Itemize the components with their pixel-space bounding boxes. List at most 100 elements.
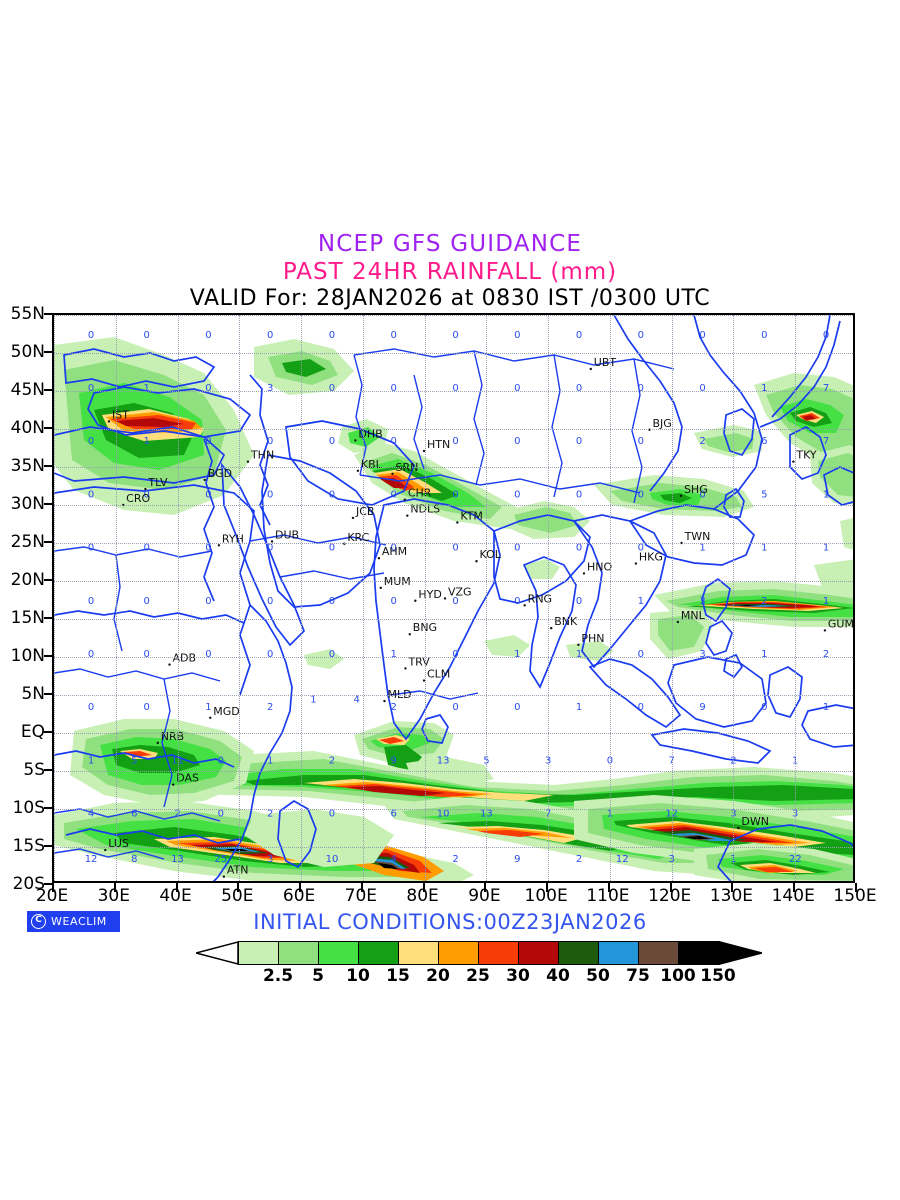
colorbar-tick-label: 75 <box>626 966 650 986</box>
gridline-vertical <box>548 315 550 881</box>
y-axis-tick <box>44 465 53 467</box>
colorbar-bin <box>359 942 399 964</box>
y-axis-tick <box>44 883 53 885</box>
colorbar-tick-label: 15 <box>386 966 410 986</box>
y-axis-tick <box>44 617 53 619</box>
gridpoint-value: 2 <box>452 854 458 865</box>
city-label: DHB <box>358 427 382 440</box>
y-axis-label: 25N <box>10 532 45 552</box>
city-marker-dot <box>737 826 740 830</box>
city-label: MLD <box>387 688 411 701</box>
city-label: THN <box>250 449 274 462</box>
gridpoint-value: 0 <box>391 436 397 447</box>
y-axis-tick <box>44 427 53 429</box>
gridpoint-value: 0 <box>514 436 520 447</box>
gridpoint-value: 0 <box>576 543 582 554</box>
city-label: KRC <box>347 531 369 544</box>
gridpoint-value: 0 <box>218 755 224 766</box>
colorbar-tick-label: 2.5 <box>262 966 294 986</box>
gridpoint-value: 0 <box>699 489 705 500</box>
city-label: GUM <box>828 617 854 630</box>
colorbar-tick-label: 40 <box>546 966 570 986</box>
city-label: LUS <box>108 837 129 850</box>
city-marker-dot <box>172 783 175 786</box>
gridpoint-value: 2 <box>823 649 829 660</box>
gridpoint-value: 0 <box>329 649 335 660</box>
gridpoint-value: 0 <box>329 543 335 554</box>
city-marker-dot <box>422 679 426 682</box>
gridpoint-value: 0 <box>88 489 94 500</box>
gridpoint-value: 0 <box>143 489 149 500</box>
gridline-vertical <box>177 315 179 881</box>
gridpoint-value: 0 <box>391 489 397 500</box>
city-label: CLM <box>427 668 450 681</box>
city-marker-dot <box>406 514 409 517</box>
gridline-vertical <box>671 315 673 881</box>
gridline-horizontal <box>54 467 853 468</box>
city-label: BNK <box>554 615 578 628</box>
city-label: NRB <box>161 730 184 743</box>
x-axis-tick <box>113 883 116 892</box>
gridpoint-value: 0 <box>452 489 458 500</box>
city-label: RYH <box>222 532 244 545</box>
city-marker-dot <box>443 597 447 600</box>
city-marker-dot <box>634 562 638 565</box>
gridpoint-value: 1 <box>761 543 767 554</box>
y-axis-label: 5S <box>23 760 45 780</box>
page-title-model: NCEP GFS GUIDANCE <box>317 231 583 257</box>
city-label: TLV <box>147 476 168 489</box>
city-label: TRV <box>407 655 430 668</box>
gridpoint-value: 0 <box>638 436 644 447</box>
city-label: VZG <box>448 585 472 598</box>
gridpoint-value: 0 <box>143 596 149 607</box>
city-marker-dot <box>144 487 147 491</box>
gridpoint-value: 0 <box>576 436 582 447</box>
gridpoint-value: 0 <box>699 330 705 341</box>
gridpoint-value: 2 <box>576 854 582 865</box>
city-label: SHG <box>684 483 708 496</box>
gridpoint-value: 0 <box>761 702 767 713</box>
x-axis-tick <box>546 883 549 892</box>
gridline-horizontal <box>54 619 853 620</box>
x-axis-label: 60E <box>282 886 316 906</box>
colorbar-bin <box>319 942 359 964</box>
gridpoint-value: 0 <box>391 330 397 341</box>
y-axis-label: 5N <box>21 684 45 704</box>
y-axis-label: 20N <box>10 570 45 590</box>
gridpoint-value: 7 <box>823 436 829 447</box>
gridpoint-value: 0 <box>88 330 94 341</box>
gridpoint-value: 0 <box>638 543 644 554</box>
gridpoint-value: 1 <box>761 383 767 394</box>
gridpoint-value: 0 <box>391 383 397 394</box>
gridline-horizontal <box>54 543 853 544</box>
city-marker-dot <box>404 667 407 670</box>
gridline-vertical <box>424 315 426 881</box>
gridline-horizontal <box>54 847 853 848</box>
city-marker-dot <box>209 716 212 719</box>
gridpoint-value: 12 <box>616 854 629 865</box>
colorbar-bin <box>439 942 479 964</box>
gridpoint-value: 8 <box>131 854 137 865</box>
initial-conditions-text: INITIAL CONDITIONS:00Z23JAN2026 <box>253 910 647 934</box>
city-label: CRO <box>126 492 150 505</box>
gridpoint-value: 0 <box>205 436 211 447</box>
gridpoint-value: 2 <box>329 755 335 766</box>
y-axis-label: 10N <box>10 646 45 666</box>
x-axis-label: 90E <box>468 886 501 906</box>
gridpoint-value: 0 <box>143 649 149 660</box>
gridpoint-value: 0 <box>205 489 211 500</box>
gridpoint-value: 10 <box>437 809 450 820</box>
gridline-horizontal <box>54 581 853 582</box>
city-label: BJG <box>652 417 671 430</box>
copyright-circle-icon: C <box>31 914 46 929</box>
y-axis-label: 20S <box>12 874 45 894</box>
x-axis-tick <box>793 883 796 892</box>
y-axis-tick <box>44 693 53 695</box>
gridpoint-value: 1 <box>823 543 829 554</box>
x-axis-label: 100E <box>524 886 568 906</box>
gridpoint-value: 0 <box>143 330 149 341</box>
gridpoint-value: 1 <box>576 649 582 660</box>
x-axis-tick <box>731 883 734 892</box>
city-label: MNL <box>681 609 706 622</box>
city-marker-dot <box>823 629 827 632</box>
